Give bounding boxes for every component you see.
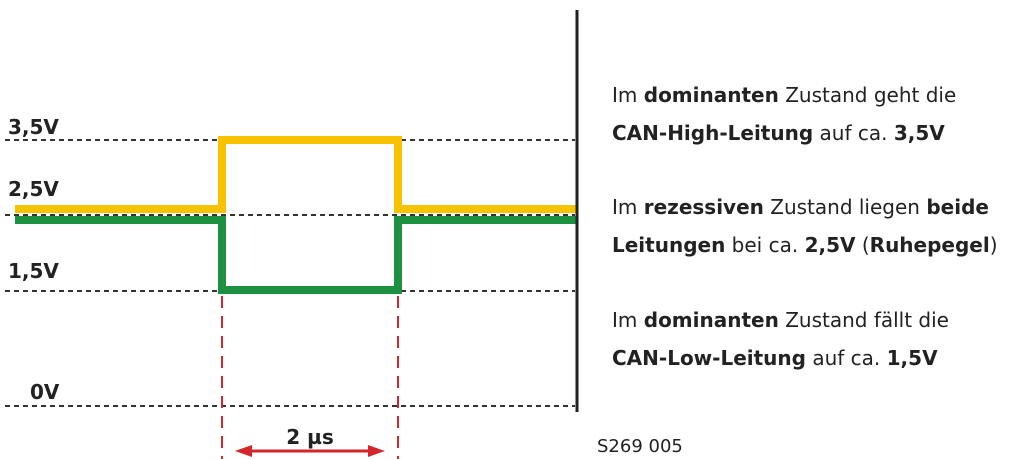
text-segment: Leitungen xyxy=(612,233,725,257)
time-markers xyxy=(221,296,399,459)
level-label: 0V xyxy=(30,380,60,404)
level-label: 1,5V xyxy=(8,259,59,283)
arrow-head xyxy=(235,445,252,457)
description-line: Im rezessiven Zustand liegen beide xyxy=(612,195,989,219)
description-line: CAN-Low-Leitung auf ca. 1,5V xyxy=(612,346,938,370)
text-segment: CAN-Low-Leitung xyxy=(612,346,806,370)
text-segment: CAN-High-Leitung xyxy=(612,121,813,145)
text-segment: ( xyxy=(856,233,870,257)
level-lines xyxy=(5,139,575,407)
text-segment: ) xyxy=(990,233,998,257)
text-segment: 2,5V xyxy=(805,233,856,257)
level-label: 2,5V xyxy=(8,177,59,201)
description-line: Im dominanten Zustand geht die xyxy=(612,83,956,107)
text-segment: rezessiven xyxy=(644,195,764,219)
text-segment: bei ca. xyxy=(725,233,804,257)
text-segment: Zustand geht die xyxy=(779,83,956,107)
text-segment: 3,5V xyxy=(894,121,945,145)
figure-id: S269 005 xyxy=(597,436,683,457)
text-segment: Im xyxy=(612,195,644,219)
level-label: 3,5V xyxy=(8,115,59,139)
description-line: CAN-High-Leitung auf ca. 3,5V xyxy=(612,121,945,145)
text-segment: Zustand fällt die xyxy=(779,308,949,332)
description-line: Leitungen bei ca. 2,5V (Ruhepegel) xyxy=(612,233,998,257)
text-segment: auf ca. xyxy=(806,346,887,370)
text-segment: Ruhepegel xyxy=(870,233,990,257)
text-segment: Im xyxy=(612,83,644,107)
description-line: Im dominanten Zustand fällt die xyxy=(612,308,949,332)
text-segment: auf ca. xyxy=(813,121,894,145)
text-segment: 1,5V xyxy=(887,346,938,370)
text-segment: dominanten xyxy=(644,83,779,107)
text-segment: Zustand liegen xyxy=(764,195,926,219)
can-low xyxy=(15,216,577,294)
can-high xyxy=(15,136,577,213)
text-segment: dominanten xyxy=(644,308,779,332)
duration-label: 2 µs xyxy=(286,425,334,449)
text-segment: Im xyxy=(612,308,644,332)
arrow-head xyxy=(368,445,385,457)
text-segment: beide xyxy=(926,195,989,219)
